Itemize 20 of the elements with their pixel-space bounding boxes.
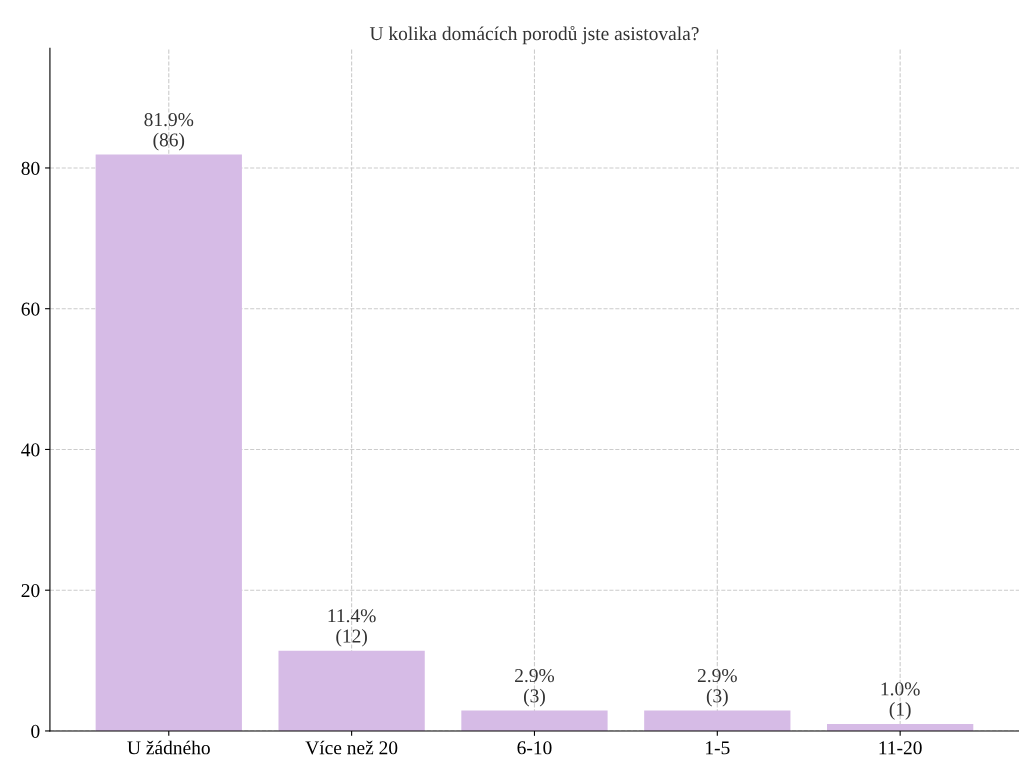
- x-tick-label: 1-5: [706, 741, 730, 755]
- x-tick-label: U žádného: [127, 740, 210, 755]
- y-tick-label: 0: [31, 724, 40, 738]
- y-tick-label: 80: [21, 161, 40, 175]
- bar: [644, 710, 791, 731]
- y-tick-label: 60: [21, 302, 40, 316]
- chart-title: U kolika domácích porodů jste asistovala?: [369, 25, 699, 45]
- bar: [95, 154, 242, 731]
- data-label: 11.4% (12): [328, 609, 376, 647]
- data-label: 2.9% (3): [697, 668, 737, 707]
- data-label: 81.9% (86): [144, 113, 194, 151]
- x-tick-label: 11-20: [879, 741, 922, 755]
- x-tick-label: Více než 20: [305, 740, 398, 755]
- data-label: 1.0% (1): [881, 682, 920, 720]
- bar: [278, 650, 425, 731]
- data-label: 2.9% (3): [515, 668, 555, 707]
- y-tick-label: 40: [21, 443, 40, 457]
- x-tick-label: 6-10: [517, 741, 552, 755]
- y-tick-label: 20: [21, 584, 40, 598]
- bar: [461, 710, 608, 731]
